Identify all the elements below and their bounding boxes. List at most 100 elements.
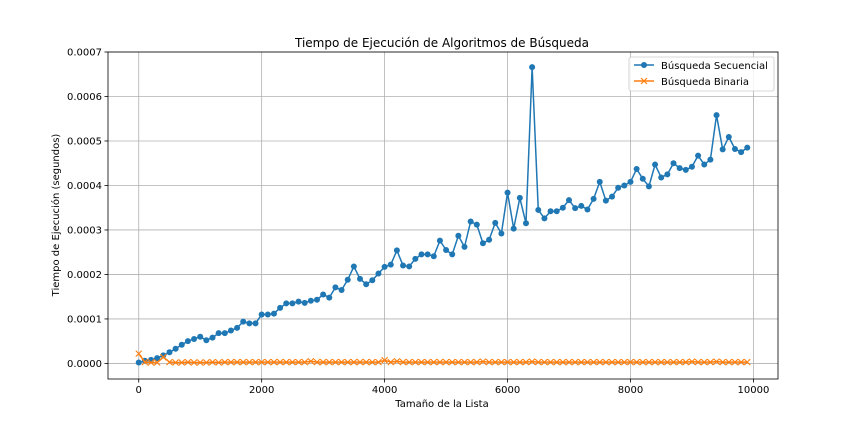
data-point bbox=[135, 359, 142, 366]
chart-title: Tiempo de Ejecución de Algoritmos de Bús… bbox=[294, 36, 589, 50]
data-point bbox=[424, 358, 432, 366]
data-point bbox=[743, 358, 751, 366]
data-point bbox=[688, 358, 696, 366]
data-point bbox=[713, 112, 720, 119]
legend-label-secuencial: Búsqueda Secuencial bbox=[661, 60, 768, 72]
y-tick-label: 0.0000 bbox=[67, 359, 102, 370]
data-point bbox=[443, 246, 450, 253]
data-point bbox=[178, 341, 185, 348]
data-point bbox=[639, 175, 646, 182]
data-point bbox=[498, 230, 505, 237]
data-point bbox=[479, 240, 486, 247]
data-point bbox=[663, 358, 671, 366]
data-point bbox=[461, 243, 468, 250]
data-point bbox=[602, 358, 610, 366]
data-point bbox=[479, 358, 487, 366]
data-point bbox=[282, 358, 290, 366]
data-point bbox=[381, 356, 388, 364]
data-point bbox=[160, 352, 167, 359]
data-point bbox=[209, 334, 216, 341]
data-point bbox=[350, 263, 357, 270]
data-point bbox=[369, 277, 376, 284]
data-point bbox=[688, 163, 695, 170]
legend-marker-binaria bbox=[640, 77, 648, 85]
data-point bbox=[357, 275, 364, 282]
data-point bbox=[362, 358, 370, 366]
data-point bbox=[264, 358, 272, 366]
data-point bbox=[657, 358, 665, 366]
data-point bbox=[184, 358, 192, 366]
data-point bbox=[707, 156, 714, 163]
data-point bbox=[239, 358, 247, 366]
data-point bbox=[141, 358, 149, 366]
data-point bbox=[719, 358, 727, 366]
data-point bbox=[166, 358, 173, 366]
data-point bbox=[215, 330, 222, 337]
data-point bbox=[566, 197, 573, 204]
data-point bbox=[645, 358, 653, 366]
data-point bbox=[320, 291, 327, 298]
data-point bbox=[553, 358, 561, 366]
data-point bbox=[344, 358, 352, 366]
data-point bbox=[559, 204, 566, 211]
data-point bbox=[338, 287, 345, 294]
y-axis: 0.0000 0.0001 0.0002 0.0003 0.0004 0.0005 0.00… bbox=[67, 48, 108, 370]
data-point bbox=[473, 358, 481, 366]
data-point bbox=[399, 358, 407, 366]
data-point bbox=[424, 251, 431, 258]
data-point bbox=[608, 358, 616, 366]
data-point bbox=[289, 300, 296, 307]
data-point bbox=[522, 358, 530, 366]
data-point bbox=[406, 263, 413, 270]
data-point bbox=[682, 358, 690, 366]
data-point bbox=[547, 358, 554, 366]
data-point bbox=[276, 358, 284, 366]
data-point bbox=[571, 358, 579, 366]
legend-marker-secuencial bbox=[641, 62, 647, 68]
data-point bbox=[283, 300, 290, 307]
data-point bbox=[172, 359, 180, 366]
data-point bbox=[326, 294, 333, 301]
data-point bbox=[455, 232, 462, 239]
data-point bbox=[485, 358, 493, 366]
data-point bbox=[147, 359, 155, 366]
data-point bbox=[620, 358, 628, 366]
data-point bbox=[652, 161, 659, 168]
data-point bbox=[209, 358, 216, 366]
data-point bbox=[522, 220, 529, 227]
data-point bbox=[430, 253, 437, 260]
data-point bbox=[590, 358, 597, 366]
data-point bbox=[172, 345, 179, 352]
data-point bbox=[159, 353, 167, 361]
data-point bbox=[719, 146, 726, 153]
data-point bbox=[295, 358, 302, 366]
data-point bbox=[264, 311, 271, 318]
data-point bbox=[178, 359, 186, 366]
data-point bbox=[738, 149, 745, 156]
data-point bbox=[301, 299, 308, 306]
data-point bbox=[258, 311, 265, 318]
data-point bbox=[731, 145, 738, 152]
data-point bbox=[737, 358, 745, 366]
data-point bbox=[295, 298, 302, 305]
x-tick-label: 4000 bbox=[372, 385, 397, 396]
data-point bbox=[277, 304, 284, 311]
data-point bbox=[307, 297, 314, 304]
data-point bbox=[491, 358, 499, 366]
data-point bbox=[510, 358, 518, 366]
data-point bbox=[467, 218, 474, 225]
data-point bbox=[473, 221, 480, 228]
x-tick-label: 8000 bbox=[618, 385, 643, 396]
data-point bbox=[541, 215, 548, 222]
data-point bbox=[596, 178, 603, 185]
data-point bbox=[621, 182, 628, 189]
data-point bbox=[332, 358, 339, 366]
data-point bbox=[596, 358, 604, 366]
data-point bbox=[706, 358, 714, 366]
data-point bbox=[363, 281, 370, 288]
data-point bbox=[486, 236, 493, 243]
data-point bbox=[393, 357, 401, 365]
data-point bbox=[695, 152, 702, 159]
data-point bbox=[725, 133, 732, 140]
